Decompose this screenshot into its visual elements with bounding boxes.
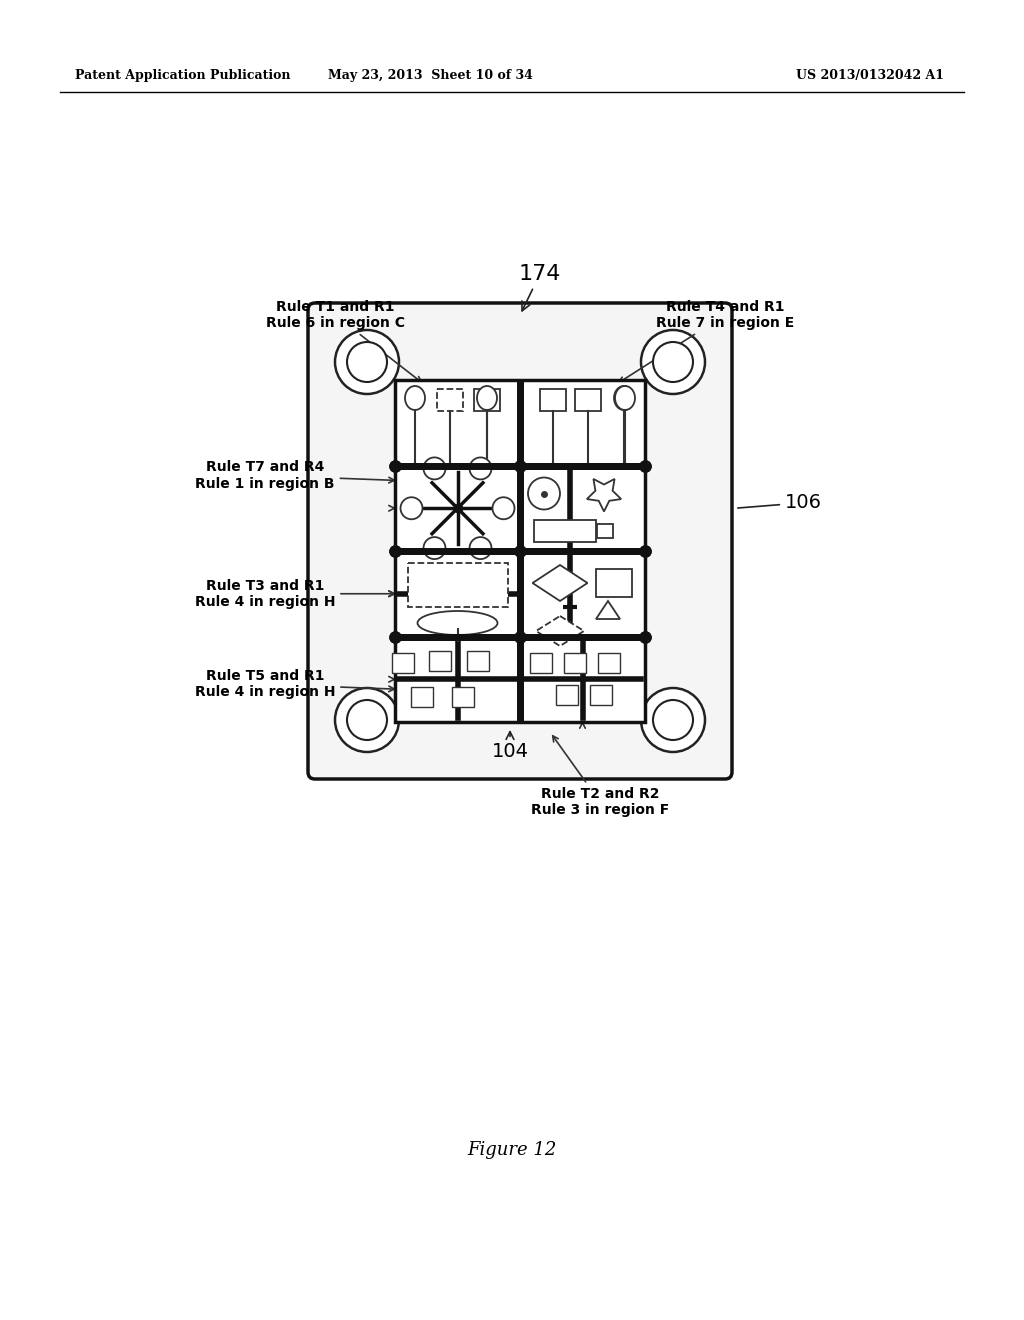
Text: 106: 106: [737, 494, 822, 512]
Bar: [597, 524, 613, 537]
Text: Rule T5 and R1
Rule 4 in region H: Rule T5 and R1 Rule 4 in region H: [195, 669, 394, 700]
Bar: [437, 389, 463, 411]
Text: 104: 104: [492, 731, 528, 762]
Bar: [408, 564, 508, 607]
Ellipse shape: [406, 385, 425, 411]
Circle shape: [528, 478, 560, 510]
Polygon shape: [596, 601, 620, 619]
Circle shape: [400, 498, 423, 519]
Text: Rule T3 and R1
Rule 4 in region H: Rule T3 and R1 Rule 4 in region H: [195, 578, 394, 609]
Bar: [597, 653, 620, 673]
Bar: [452, 688, 473, 708]
Polygon shape: [536, 616, 584, 645]
Text: Figure 12: Figure 12: [467, 1140, 557, 1159]
Circle shape: [424, 458, 445, 479]
Text: Rule T1 and R1
Rule 6 in region C: Rule T1 and R1 Rule 6 in region C: [265, 300, 421, 383]
Bar: [555, 685, 578, 705]
Bar: [575, 389, 601, 411]
Polygon shape: [532, 565, 588, 601]
Ellipse shape: [418, 611, 498, 635]
Text: 174: 174: [519, 264, 561, 310]
Bar: [428, 651, 451, 672]
Ellipse shape: [614, 385, 634, 411]
Text: Rule T4 and R1
Rule 7 in region E: Rule T4 and R1 Rule 7 in region E: [618, 300, 795, 383]
Ellipse shape: [615, 385, 635, 411]
Bar: [590, 685, 611, 705]
Bar: [540, 389, 566, 411]
Text: Rule T7 and R4
Rule 1 in region B: Rule T7 and R4 Rule 1 in region B: [196, 461, 394, 491]
Circle shape: [493, 498, 514, 519]
Ellipse shape: [477, 385, 497, 411]
Bar: [529, 653, 552, 673]
Bar: [391, 653, 414, 673]
Text: US 2013/0132042 A1: US 2013/0132042 A1: [796, 69, 944, 82]
Circle shape: [469, 537, 492, 560]
Polygon shape: [587, 479, 622, 511]
Circle shape: [347, 342, 387, 381]
Circle shape: [653, 342, 693, 381]
Bar: [596, 569, 632, 597]
Bar: [467, 651, 488, 672]
Circle shape: [335, 688, 399, 752]
FancyBboxPatch shape: [308, 304, 732, 779]
Text: Rule T2 and R2
Rule 3 in region F: Rule T2 and R2 Rule 3 in region F: [530, 735, 669, 817]
Text: May 23, 2013  Sheet 10 of 34: May 23, 2013 Sheet 10 of 34: [328, 69, 532, 82]
Circle shape: [641, 688, 705, 752]
Bar: [411, 688, 432, 708]
Circle shape: [653, 700, 693, 741]
Circle shape: [641, 330, 705, 393]
Bar: [395, 380, 645, 722]
Circle shape: [335, 330, 399, 393]
Circle shape: [347, 700, 387, 741]
Bar: [534, 520, 596, 541]
Circle shape: [424, 537, 445, 560]
Bar: [563, 653, 586, 673]
Bar: [474, 389, 500, 411]
Text: Patent Application Publication: Patent Application Publication: [75, 69, 291, 82]
Circle shape: [469, 458, 492, 479]
